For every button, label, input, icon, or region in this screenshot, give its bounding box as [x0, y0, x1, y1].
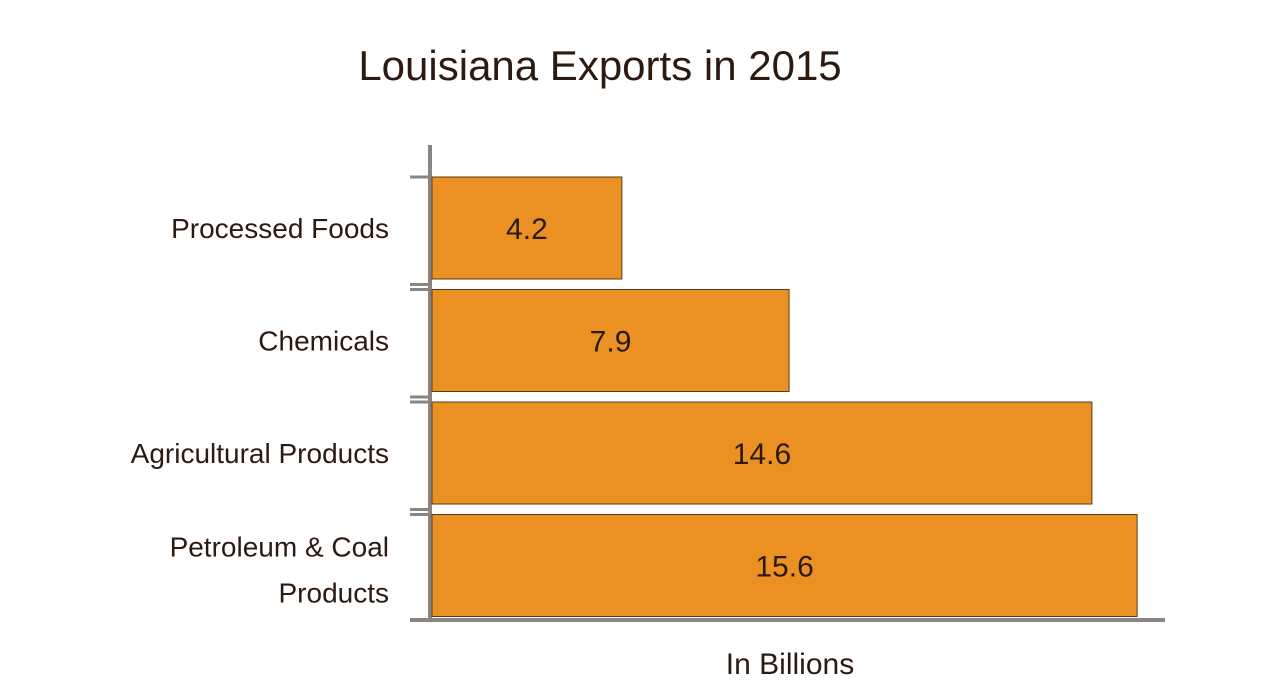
- y-tick-label: Processed Foods: [171, 213, 389, 244]
- chart-title: Louisiana Exports in 2015: [358, 42, 842, 89]
- y-tick-label: Chemicals: [258, 326, 389, 357]
- data-label: 15.6: [755, 551, 813, 584]
- bar: [431, 514, 1138, 617]
- y-tick-label: Petroleum & Coal Products: [170, 532, 389, 609]
- y-tick-label: Agricultural Products: [131, 438, 389, 469]
- data-label: 4.2: [506, 213, 548, 246]
- data-label: 14.6: [733, 438, 791, 471]
- bar: [431, 401, 1093, 505]
- bar: [431, 289, 790, 392]
- x-axis-label: In Billions: [725, 648, 855, 681]
- bar: [431, 176, 623, 280]
- data-label: 7.9: [590, 326, 632, 359]
